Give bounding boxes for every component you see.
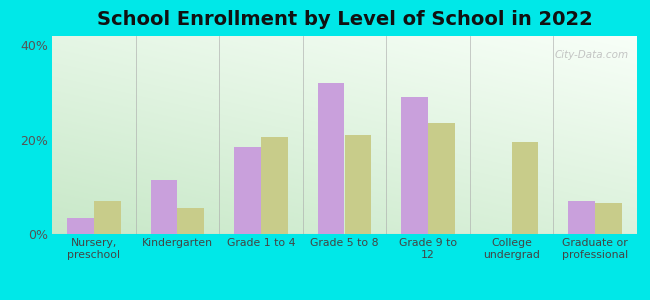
Bar [67, 218, 94, 234]
Bar [569, 201, 595, 234]
Bar [151, 180, 177, 234]
Bar [344, 135, 371, 234]
Bar [177, 208, 204, 234]
Bar [234, 147, 261, 234]
Bar [94, 201, 120, 234]
Bar [401, 97, 428, 234]
Bar [595, 203, 622, 234]
Bar [512, 142, 538, 234]
Bar [318, 83, 344, 234]
Text: City-Data.com: City-Data.com [554, 50, 628, 60]
Bar [428, 123, 455, 234]
Title: School Enrollment by Level of School in 2022: School Enrollment by Level of School in … [97, 10, 592, 29]
Bar [261, 137, 288, 234]
